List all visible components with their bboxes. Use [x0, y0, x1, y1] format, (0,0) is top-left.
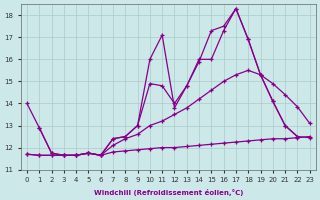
X-axis label: Windchill (Refroidissement éolien,°C): Windchill (Refroidissement éolien,°C) [94, 189, 243, 196]
